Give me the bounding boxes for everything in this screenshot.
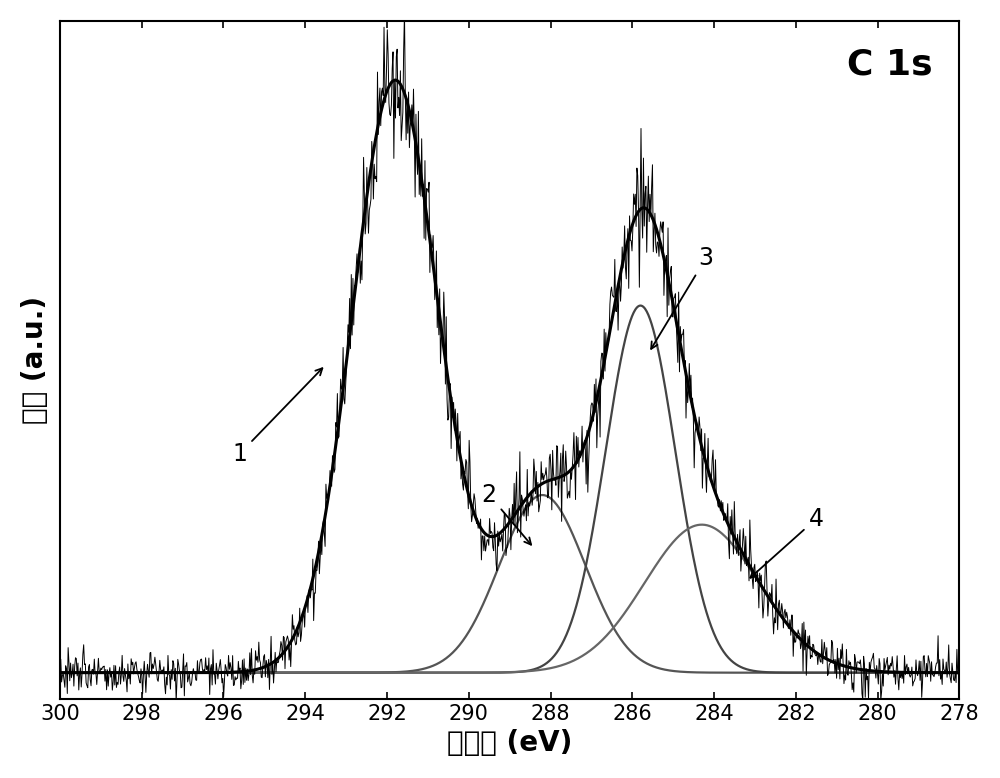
- Text: C 1s: C 1s: [847, 48, 932, 82]
- Text: 4: 4: [750, 506, 824, 578]
- Text: 1: 1: [232, 368, 322, 465]
- X-axis label: 结合能 (eV): 结合能 (eV): [447, 729, 572, 757]
- Text: 2: 2: [482, 483, 531, 545]
- Y-axis label: 强度 (a.u.): 强度 (a.u.): [21, 296, 49, 424]
- Text: 3: 3: [651, 246, 713, 349]
